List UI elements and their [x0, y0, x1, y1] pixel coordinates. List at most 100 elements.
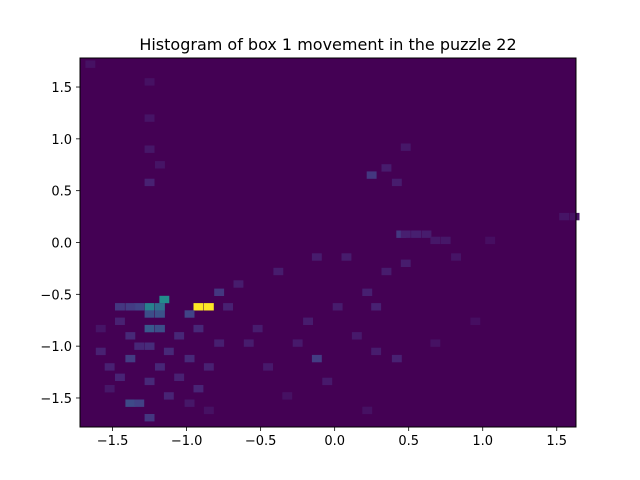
- heatmap-cell: [144, 78, 155, 86]
- plot-area: [80, 58, 576, 427]
- heatmap-cell: [125, 303, 136, 311]
- heatmap-cell: [430, 339, 441, 347]
- heatmap-cell: [144, 310, 155, 318]
- heatmap-cell: [381, 164, 392, 172]
- heatmap-cell: [125, 332, 136, 340]
- x-tick-label: −1.5: [97, 434, 129, 449]
- heatmap-cell: [95, 324, 106, 333]
- heatmap-cell: [559, 212, 570, 221]
- heatmap-cell: [430, 236, 441, 245]
- heatmap-cell: [134, 399, 145, 407]
- x-tick-label: 0.5: [398, 434, 419, 449]
- heatmap-cell: [421, 230, 432, 238]
- x-tick-label: 0.0: [324, 434, 345, 449]
- heatmap-cell: [366, 171, 377, 179]
- heatmap-cell: [292, 339, 303, 347]
- chart-title: Histogram of box 1 movement in the puzzl…: [139, 35, 516, 54]
- x-tick-label: 1.5: [546, 434, 567, 449]
- heatmap-cell: [351, 332, 362, 340]
- y-tick-label: 0.5: [51, 185, 72, 200]
- heatmap-cell: [400, 143, 411, 151]
- y-tick-label: −0.5: [40, 288, 72, 303]
- heatmap-cell: [203, 363, 214, 371]
- heatmap-cell: [440, 236, 451, 245]
- heatmap-cell: [104, 363, 115, 371]
- heatmap-cell: [115, 303, 125, 311]
- heatmap-cell: [193, 385, 204, 393]
- heatmap-cell: [104, 385, 115, 393]
- heatmap-cell: [95, 347, 106, 356]
- heatmap-cell: [134, 303, 145, 311]
- heatmap-cell: [485, 236, 496, 245]
- y-tick-label: 0.0: [51, 237, 72, 252]
- heatmap-cell: [273, 267, 284, 276]
- heatmap-cell: [371, 347, 382, 356]
- heatmap-cell: [155, 324, 165, 333]
- heatmap-cell: [125, 399, 136, 407]
- plot-background: [80, 58, 576, 427]
- y-tick-label: −1.5: [40, 392, 72, 407]
- heatmap-cell: [184, 310, 195, 318]
- heatmap-cell: [193, 324, 204, 333]
- heatmap-cell: [470, 317, 481, 325]
- heatmap-cell: [144, 178, 155, 187]
- heatmap-cell: [341, 253, 352, 261]
- heatmap-cell: [252, 324, 263, 333]
- heatmap-cell: [144, 342, 155, 350]
- heatmap-cell: [159, 295, 170, 304]
- heatmap-cell: [115, 317, 125, 325]
- heatmap-cell: [311, 354, 322, 363]
- y-tick-label: 1.0: [51, 133, 72, 148]
- heatmap-cell: [155, 310, 165, 318]
- heatmap-cell: [303, 317, 313, 325]
- heatmap-cell: [400, 230, 411, 238]
- heatmap-cell: [155, 303, 165, 311]
- heatmap-cell: [163, 392, 174, 400]
- heatmap-cell: [134, 342, 145, 350]
- y-axis: −1.5 −1.0 −0.5 0.0 0.5 1.0 1.5: [40, 81, 80, 407]
- heatmap-cell: [155, 363, 165, 371]
- heatmap-cell: [174, 332, 185, 340]
- heatmap-cell: [214, 288, 225, 296]
- heatmap-cell: [451, 253, 461, 261]
- heatmap-cell: [282, 392, 293, 400]
- heatmap-cell: [322, 377, 333, 386]
- heatmap-cell: [163, 347, 174, 356]
- heatmap-cell: [174, 373, 185, 381]
- heatmap-cell: [362, 288, 373, 296]
- heatmap-cell: [391, 178, 402, 187]
- heatmap-cell: [184, 399, 195, 407]
- heatmap-cell: [144, 303, 155, 311]
- y-tick-label: 1.5: [51, 81, 72, 96]
- heatmap-cell: [391, 354, 402, 363]
- heatmap-cell: [193, 303, 204, 311]
- heatmap-cell: [214, 339, 225, 347]
- heatmap-cell: [371, 303, 382, 311]
- heatmap-cell: [243, 339, 254, 347]
- heatmap-cell: [203, 303, 214, 311]
- heatmap-cell: [381, 267, 392, 276]
- x-tick-label: −0.5: [245, 434, 277, 449]
- x-tick-label: −1.0: [171, 434, 203, 449]
- heatmap-cell: [569, 212, 580, 221]
- x-tick-label: 1.0: [472, 434, 493, 449]
- heatmap-cell: [400, 259, 411, 267]
- heatmap-cell: [125, 354, 136, 363]
- heatmap-cell: [85, 60, 96, 68]
- heatmap-cell: [411, 230, 421, 238]
- heatmap-cell: [311, 253, 322, 261]
- heatmap-cell: [362, 406, 373, 415]
- x-axis: −1.5 −1.0 −0.5 0.0 0.5 1.0 1.5: [97, 427, 567, 449]
- heatmap-cell: [263, 363, 273, 371]
- heatmap-cell: [144, 114, 155, 122]
- heatmap-cell: [203, 406, 214, 415]
- heatmap-cell: [332, 303, 343, 311]
- heatmap-cell: [184, 354, 195, 363]
- heatmap-cell: [155, 161, 165, 169]
- heatmap-cell: [233, 280, 244, 288]
- heatmap-cell: [144, 414, 155, 422]
- heatmap-cell: [144, 324, 155, 333]
- heatmap-cell: [223, 303, 233, 311]
- y-tick-label: −1.0: [40, 340, 72, 355]
